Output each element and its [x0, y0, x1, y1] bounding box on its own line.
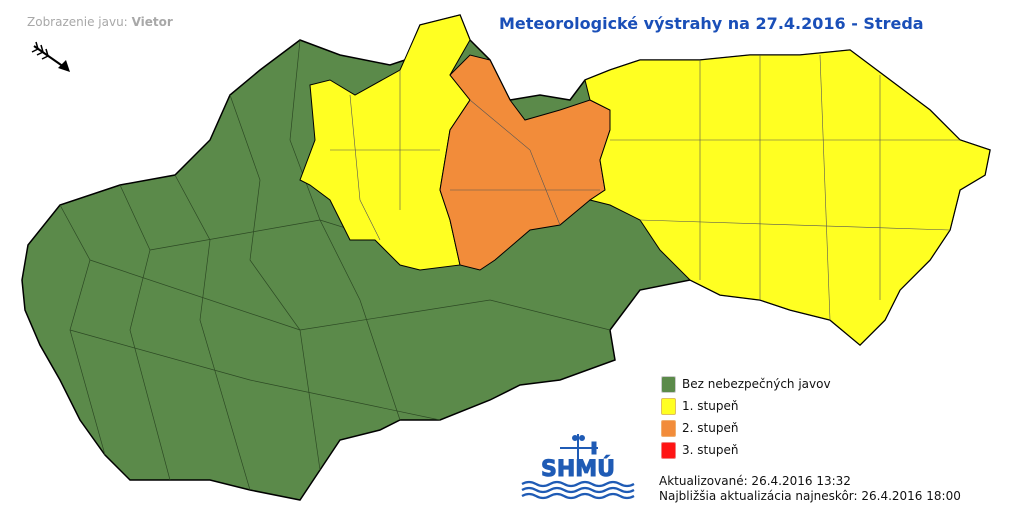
legend-swatch-level2: [661, 419, 676, 437]
district-borders-east: [330, 54, 960, 321]
region-level1-east[interactable]: [584, 49, 991, 346]
legend-swatch-none: [661, 375, 676, 393]
legend-label: Bez nebezpečných javov: [682, 377, 831, 391]
legend-swatch-level1: [661, 397, 676, 415]
legend-item: 2. stupeň: [661, 417, 831, 439]
legend-item: Bez nebezpečných javov: [661, 373, 831, 395]
legend-label: 3. stupeň: [682, 443, 739, 457]
phenomenon-caption: Zobrazenie javu:: [27, 15, 128, 29]
page-title: Meteorologické výstrahy na 27.4.2016 - S…: [499, 14, 924, 33]
legend: Bez nebezpečných javov 1. stupeň 2. stup…: [661, 373, 831, 461]
update-info: Aktualizované: 26.4.2016 13:32 Najbližši…: [659, 474, 961, 504]
legend-label: 1. stupeň: [682, 399, 739, 413]
phenomenon-label: Zobrazenie javu: Vietor: [27, 15, 173, 29]
shmu-logo: SHMÚ: [521, 434, 635, 500]
wind-arrow-icon: [31, 41, 70, 72]
last-updated: Aktualizované: 26.4.2016 13:32: [659, 474, 851, 488]
legend-swatch-level3: [661, 441, 676, 459]
next-update: Najbližšia aktualizácia najneskôr: 26.4.…: [659, 489, 961, 503]
legend-item: 1. stupeň: [661, 395, 831, 417]
legend-item: 3. stupeň: [661, 439, 831, 461]
legend-label: 2. stupeň: [682, 421, 739, 435]
svg-text:SHMÚ: SHMÚ: [541, 456, 615, 482]
phenomenon-value[interactable]: Vietor: [131, 15, 173, 29]
